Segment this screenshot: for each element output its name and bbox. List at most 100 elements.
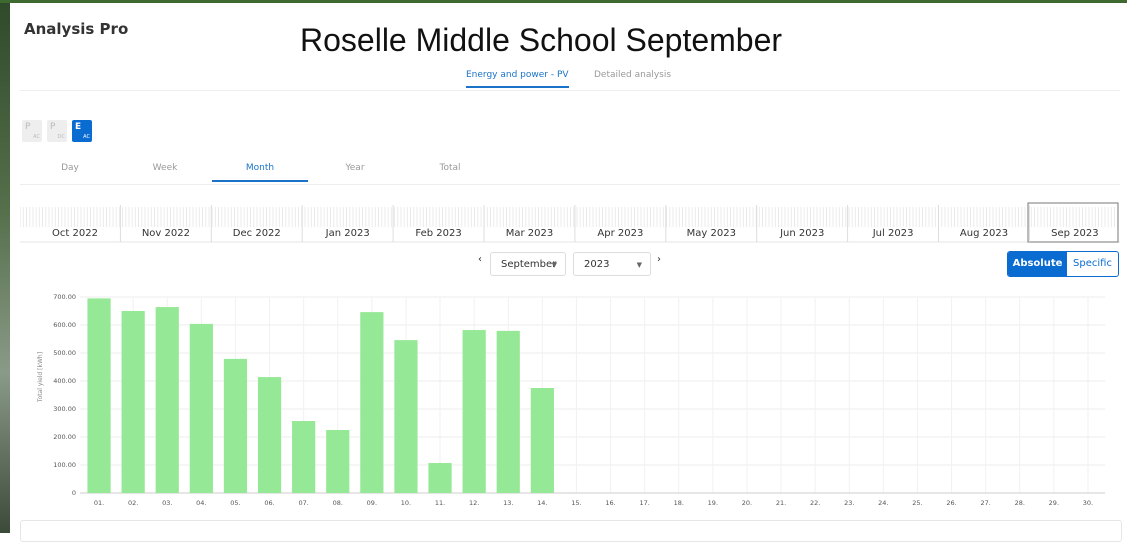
timeline-label: Apr 2023	[597, 228, 643, 239]
y-tick-label: 400.00	[53, 377, 76, 385]
x-tick-label: 16.	[605, 499, 615, 507]
bar	[189, 323, 213, 493]
timeline-strip	[20, 207, 1120, 227]
period-bar: Day Week Month Year Total	[20, 163, 1120, 185]
timeline-label: Mar 2023	[506, 228, 554, 239]
button-sub: AC	[83, 134, 90, 140]
period-tab[interactable]: Total	[439, 163, 461, 173]
x-tick-label: 05.	[230, 499, 240, 507]
mode-button[interactable]: Specific	[1073, 258, 1112, 269]
x-tick-label: 06.	[264, 499, 274, 507]
year-select[interactable]: 2023 ▼	[573, 252, 651, 276]
x-tick-label: 01.	[94, 499, 104, 507]
toggle-button[interactable]: E AC	[72, 120, 92, 142]
timeline-label: May 2023	[687, 228, 736, 239]
x-tick-label: 21.	[776, 499, 786, 507]
bar	[394, 340, 418, 493]
bar	[462, 330, 486, 493]
x-tick-label: 13.	[503, 499, 513, 507]
x-tick-label: 18.	[674, 499, 684, 507]
period-tab[interactable]: Month	[212, 163, 308, 182]
toggle-button[interactable]: P DC	[47, 120, 67, 142]
select-value: September	[501, 259, 557, 270]
button-label: P	[25, 122, 31, 132]
button-sub: DC	[57, 134, 65, 140]
select-value: 2023	[584, 259, 610, 270]
top-edge	[0, 0, 1127, 3]
timeline-selection[interactable]	[1027, 202, 1119, 243]
x-tick-label: 27.	[980, 499, 990, 507]
next-button[interactable]: ›	[657, 254, 661, 265]
timeline-label: Nov 2022	[142, 228, 190, 239]
timeline-label: Oct 2022	[52, 228, 98, 239]
background-edge	[0, 0, 10, 533]
x-tick-label: 23.	[844, 499, 854, 507]
x-tick-label: 26.	[946, 499, 956, 507]
prev-button[interactable]: ‹	[478, 254, 482, 265]
x-tick-label: 03.	[162, 499, 172, 507]
y-tick-label: 700.00	[53, 293, 76, 301]
button-label: E	[75, 122, 82, 132]
x-tick-label: 02.	[128, 499, 138, 507]
x-tick-label: 04.	[196, 499, 206, 507]
x-tick-label: 30.	[1083, 499, 1093, 507]
x-tick-label: 15.	[571, 499, 581, 507]
bar	[292, 421, 316, 493]
y-tick-label: 100.00	[53, 461, 76, 469]
bar	[360, 312, 384, 493]
tab[interactable]: Energy and power - PV	[466, 70, 569, 88]
x-tick-label: 24.	[878, 499, 888, 507]
x-tick-label: 07.	[298, 499, 308, 507]
timeline-label: Jul 2023	[872, 228, 914, 239]
bar	[121, 311, 145, 493]
bar	[326, 430, 350, 493]
bar	[155, 307, 179, 493]
y-tick-label: 500.00	[53, 349, 76, 357]
x-tick-label: 20.	[742, 499, 752, 507]
timeline-label: Jun 2023	[779, 228, 824, 239]
timeline-label: Feb 2023	[415, 228, 461, 239]
x-tick-label: 29.	[1049, 499, 1059, 507]
page-title: Roselle Middle School September	[300, 22, 783, 58]
x-tick-label: 25.	[912, 499, 922, 507]
x-tick-label: 19.	[708, 499, 718, 507]
period-tab[interactable]: Year	[345, 163, 365, 173]
y-tick-label: 600.00	[53, 321, 76, 329]
x-tick-label: 12.	[469, 499, 479, 507]
y-tick-label: 0	[72, 489, 76, 497]
caret: ▼	[636, 261, 642, 269]
mode-button[interactable]: Absolute	[1008, 252, 1067, 276]
x-tick-label: 08.	[333, 499, 343, 507]
button-label: P	[50, 122, 56, 132]
period-tab[interactable]: Week	[152, 163, 178, 173]
x-tick-label: 22.	[810, 499, 820, 507]
timeline-label: Aug 2023	[960, 228, 1008, 239]
x-tick-label: 17.	[639, 499, 649, 507]
footer-panel	[20, 520, 1122, 542]
x-tick-label: 09.	[367, 499, 377, 507]
y-tick-label: 200.00	[53, 433, 76, 441]
app-name: Analysis Pro	[24, 20, 129, 38]
bar	[257, 377, 282, 493]
mode-toggle: Absolute Specific	[1007, 251, 1119, 277]
period-tab[interactable]: Day	[61, 163, 79, 173]
caret: ▼	[551, 261, 557, 269]
month-select[interactable]: September ▼	[490, 252, 566, 276]
bar	[87, 298, 111, 493]
button-sub: AC	[33, 134, 40, 140]
x-tick-label: 10.	[401, 499, 411, 507]
timeline-label: Sep 2023	[1051, 228, 1098, 239]
x-tick-label: 28.	[1015, 499, 1025, 507]
timeline-label: Jan 2023	[325, 228, 370, 239]
tab-bar: Energy and power - PV Detailed analysis	[20, 70, 1120, 91]
chart: Total yield [kWh] Oct 2022 Nov 2022 Dec 20…	[20, 202, 1120, 507]
x-tick-label: 14.	[537, 499, 547, 507]
y-tick-label: 300.00	[53, 405, 76, 413]
bar	[530, 388, 554, 493]
tab[interactable]: Detailed analysis	[594, 70, 672, 80]
timeline-label: Dec 2022	[233, 228, 281, 239]
y-axis-label: Total yield [kWh]	[37, 352, 44, 403]
bar	[428, 463, 452, 493]
toggle-button[interactable]: P AC	[22, 120, 42, 142]
